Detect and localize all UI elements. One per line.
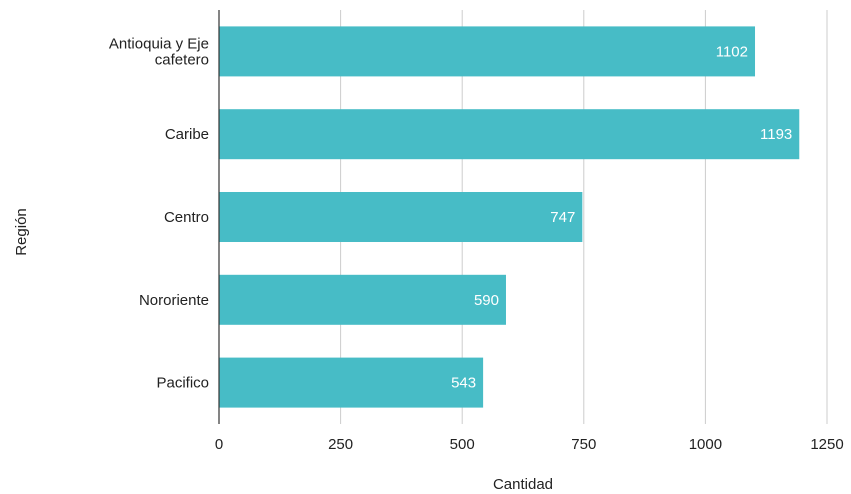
bar	[219, 357, 484, 408]
category-label-line: Centro	[164, 209, 209, 226]
x-axis-ticks: 0 250 500 750 1000 1250	[215, 436, 844, 453]
gridlines	[340, 10, 828, 424]
x-tick-label: 1250	[810, 436, 843, 453]
category-label: Nororiente	[139, 292, 209, 309]
x-tick-label: 250	[328, 436, 353, 453]
category-label-line: Caribe	[165, 126, 209, 143]
category-label-line: Antioquia y Eje	[109, 35, 209, 52]
category-label: Centro	[164, 209, 209, 226]
data-label: 590	[474, 292, 499, 309]
data-label: 1193	[760, 126, 792, 143]
x-tick-label: 500	[450, 436, 475, 453]
y-axis-categories: Antioquia y Eje cafetero Caribe Centro Noror…	[109, 35, 209, 391]
y-axis-title: Región	[13, 208, 30, 256]
data-label: 1102	[716, 43, 748, 60]
category-label: Pacifico	[156, 375, 209, 392]
category-label-line: Pacifico	[156, 375, 209, 392]
bar	[219, 109, 800, 160]
category-label: Caribe	[165, 126, 209, 143]
bars: 1102 1193 747 590 543	[219, 26, 800, 408]
bar	[219, 26, 756, 77]
x-tick-label: 0	[215, 436, 223, 453]
category-label-line: cafetero	[155, 51, 209, 68]
x-axis-title: Cantidad	[493, 476, 553, 493]
bar	[219, 274, 506, 325]
category-label: Antioquia y Eje cafetero	[109, 35, 209, 68]
x-tick-label: 1000	[689, 436, 722, 453]
data-label: 543	[451, 375, 476, 392]
data-label: 747	[550, 209, 575, 226]
bar	[219, 192, 583, 242]
x-tick-label: 750	[571, 436, 596, 453]
category-label-line: Nororiente	[139, 292, 209, 309]
